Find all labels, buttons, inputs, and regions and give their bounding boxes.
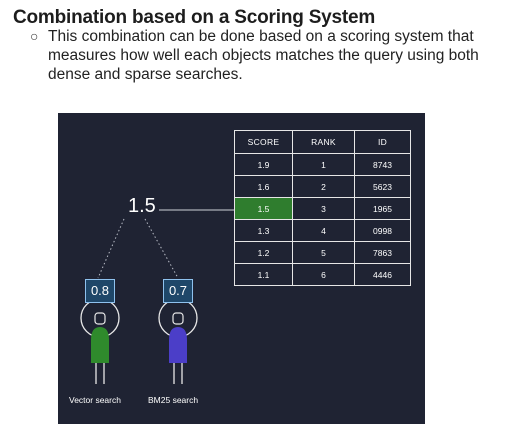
- table-row-highlighted: 1.5 3 1965: [234, 197, 411, 220]
- table-header-id: ID: [354, 130, 411, 154]
- dotted-line-left: [97, 218, 125, 279]
- table-header-score: SCORE: [234, 130, 293, 154]
- score-cell-highlighted: 1.5: [234, 197, 293, 220]
- id-cell: 4446: [354, 263, 411, 286]
- score-cell: 1.2: [234, 241, 293, 264]
- score-cell: 1.9: [234, 153, 293, 176]
- diagram-graphics: [80, 209, 234, 384]
- id-cell: 7863: [354, 241, 411, 264]
- score-cell: 1.3: [234, 219, 293, 242]
- person-icon-vector: [80, 298, 120, 384]
- rank-cell: 2: [292, 175, 355, 198]
- person-icon-bm25: [158, 298, 198, 384]
- id-cell: 5623: [354, 175, 411, 198]
- dotted-line-right: [144, 218, 179, 279]
- score-rank-table: SCORE RANK ID 1.9 1 8743 1.6 2 5623 1.5 …: [234, 130, 411, 286]
- bm25-search-score: 0.7: [163, 279, 193, 303]
- score-cell: 1.6: [234, 175, 293, 198]
- slide-title: Combination based on a Scoring System: [13, 7, 376, 28]
- bullet-marker: ○: [30, 28, 39, 44]
- table-row: 1.2 5 7863: [234, 241, 411, 264]
- table-row: 1.1 6 4446: [234, 263, 411, 286]
- id-cell: 8743: [354, 153, 411, 176]
- id-cell: 0998: [354, 219, 411, 242]
- rank-cell: 5: [292, 241, 355, 264]
- rank-cell: 1: [292, 153, 355, 176]
- combined-score: 1.5: [128, 195, 156, 217]
- rank-cell: 4: [292, 219, 355, 242]
- diagram-panel: SCORE RANK ID 1.9 1 8743 1.6 2 5623 1.5 …: [58, 113, 425, 424]
- vector-search-score: 0.8: [85, 279, 115, 303]
- id-cell: 1965: [354, 197, 411, 220]
- table-row: 1.6 2 5623: [234, 175, 411, 198]
- bullet-text: This combination can be done based on a …: [48, 28, 479, 83]
- table-header-rank: RANK: [292, 130, 355, 154]
- table-row: 1.9 1 8743: [234, 153, 411, 176]
- rank-cell: 3: [292, 197, 355, 220]
- bm25-search-label: BM25 search: [148, 395, 199, 405]
- vector-search-label: Vector search: [69, 395, 121, 405]
- rank-cell: 6: [292, 263, 355, 286]
- score-cell: 1.1: [234, 263, 293, 286]
- table-row: 1.3 4 0998: [234, 219, 411, 242]
